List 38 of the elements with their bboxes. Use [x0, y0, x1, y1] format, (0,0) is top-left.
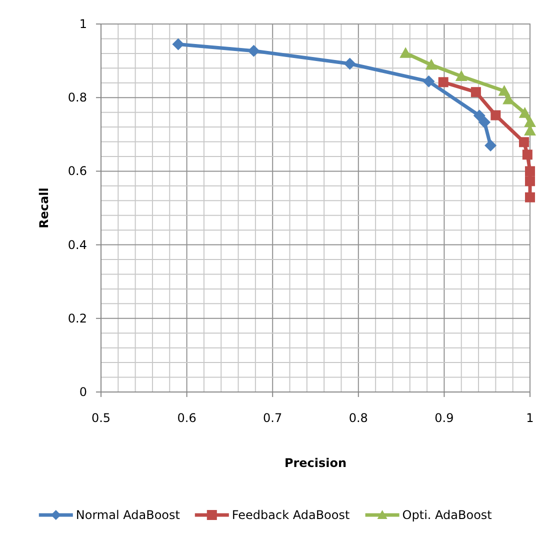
x-tick-label: 0.6 — [177, 411, 196, 425]
point — [525, 176, 535, 186]
point — [425, 58, 438, 70]
y-tick-label: 0.2 — [68, 311, 87, 326]
point — [525, 192, 535, 202]
point — [172, 38, 184, 50]
point — [478, 116, 491, 128]
point — [498, 84, 510, 96]
y-tick-label: 0.4 — [68, 238, 87, 252]
point — [422, 75, 435, 88]
point — [518, 137, 529, 148]
y-tick-label: 0.6 — [68, 164, 87, 178]
point — [484, 139, 497, 152]
legend-label: Feedback AdaBoost — [232, 508, 350, 522]
x-tick-label: 1 — [526, 411, 534, 425]
x-tick-label: 0.9 — [434, 411, 454, 425]
point — [438, 77, 448, 88]
point — [522, 150, 532, 160]
x-tick-label: 0.8 — [348, 411, 368, 425]
x-axis-title: Precision — [284, 456, 347, 470]
point — [344, 58, 356, 70]
y-axis-title: Recall — [37, 188, 51, 228]
point — [455, 70, 468, 82]
y-tick-label: 1 — [79, 17, 87, 31]
y-tick-label: 0.8 — [68, 90, 87, 105]
point — [248, 44, 260, 57]
point — [518, 107, 531, 118]
legend-label: Opti. AdaBoost — [402, 508, 492, 522]
point — [490, 110, 501, 120]
x-tick-label: 0.7 — [263, 411, 282, 425]
y-tick-label: 0 — [79, 385, 87, 399]
point — [473, 110, 486, 122]
point — [470, 87, 481, 98]
point — [524, 116, 536, 128]
x-tick-label: 0.5 — [91, 411, 111, 425]
legend-label: Normal AdaBoost — [76, 508, 180, 522]
point — [400, 47, 412, 58]
point — [525, 166, 535, 176]
